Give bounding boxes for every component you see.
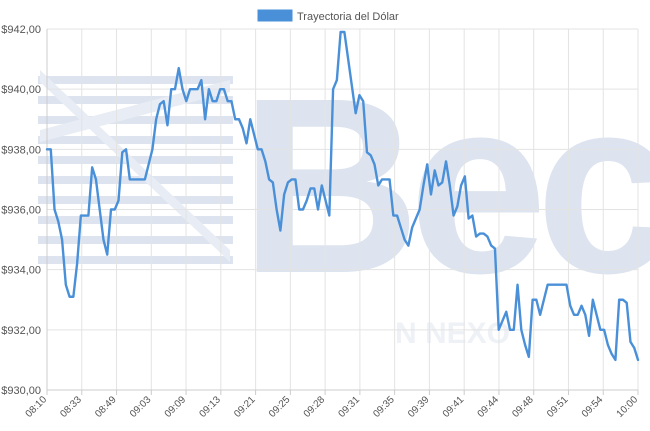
x-tick-label: 09:21	[232, 394, 258, 420]
watermark-stripes-icon	[38, 70, 233, 264]
x-tick-label: 09:41	[441, 394, 467, 420]
series-line-trayectoria	[45, 30, 640, 362]
watermark-sub-text: N NEXO	[395, 317, 510, 350]
x-tick-label: 09:28	[302, 394, 328, 420]
y-tick-label: $932,00	[1, 325, 41, 337]
x-tick-label: 09:25	[267, 394, 293, 420]
x-tick-label: 09:31	[337, 394, 363, 420]
x-tick-label: 09:44	[476, 394, 502, 420]
watermark-logo: Bec N NEXO	[38, 46, 650, 350]
x-tick-label: 09:48	[510, 394, 536, 420]
y-tick-label: $938,00	[1, 144, 41, 156]
x-tick-label: 08:10	[24, 394, 50, 420]
x-tick-label: 08:33	[58, 394, 84, 420]
watermark-brand-text: Bec	[240, 46, 650, 325]
y-tick-label: $942,00	[1, 24, 41, 36]
x-tick-label: 09:13	[197, 394, 223, 420]
y-tick-label: $930,00	[1, 385, 41, 397]
x-tick-label: 09:09	[163, 394, 189, 420]
x-tick-label: 09:03	[128, 394, 154, 420]
y-tick-label: $934,00	[1, 265, 41, 277]
legend-swatch	[257, 9, 293, 22]
x-tick-label: 08:49	[93, 394, 119, 420]
y-tick-label: $940,00	[1, 84, 41, 96]
y-tick-label: $936,00	[1, 205, 41, 217]
series-layer	[45, 30, 640, 362]
x-tick-label: 09:51	[545, 394, 571, 420]
x-tick-label: 09:39	[406, 394, 432, 420]
legend-label: Trayectoria del Dólar	[297, 11, 399, 23]
x-tick-label: 10:00	[615, 394, 641, 420]
legend: Trayectoria del Dólar	[257, 9, 399, 23]
x-tick-label: 09:35	[371, 394, 397, 420]
x-tick-label: 09:54	[580, 394, 606, 420]
